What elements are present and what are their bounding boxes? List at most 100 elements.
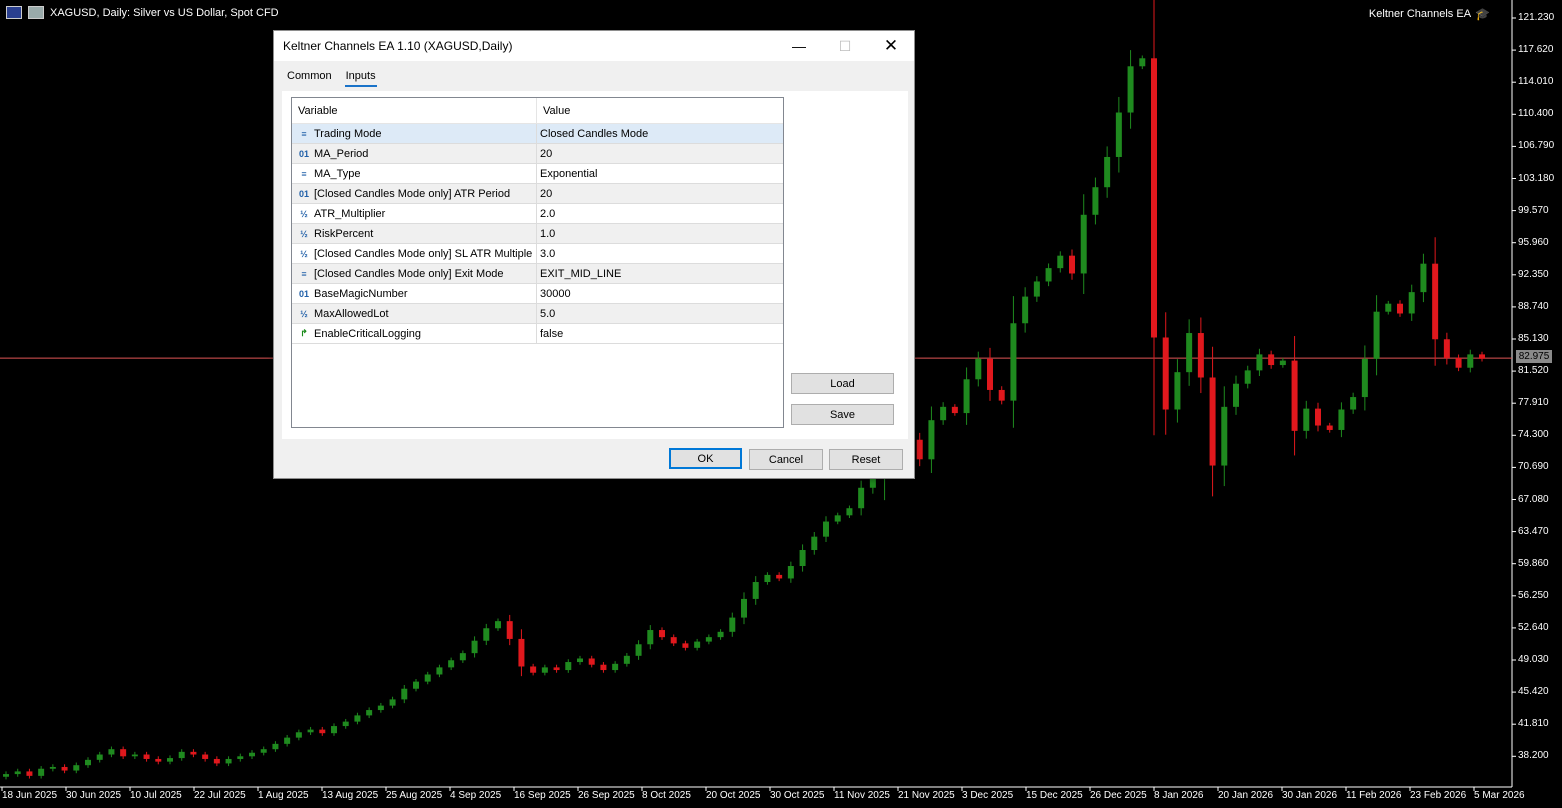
candle-body (717, 631, 724, 638)
param-row[interactable]: ≡ [Closed Candles Mode only] Exit Mode EXI… (292, 263, 783, 284)
candle-body (823, 521, 829, 537)
candle-body (1244, 370, 1251, 384)
param-row[interactable]: ½ [Closed Candles Mode only] SL ATR Multi… (292, 243, 783, 264)
param-value[interactable]: 5.0 (536, 303, 783, 324)
param-row[interactable]: 01 BaseMagicNumber 30000 (292, 283, 783, 304)
param-value[interactable]: Closed Candles Mode (536, 123, 783, 144)
candle-body (14, 771, 21, 775)
price-tick-label: 56.250 (1518, 589, 1549, 601)
candle-body (424, 674, 431, 682)
candle-body (799, 550, 806, 567)
candle-body (1326, 425, 1333, 430)
param-row[interactable]: 01 MA_Period 20 (292, 143, 783, 164)
candle-body (565, 662, 572, 671)
candle-body (1127, 66, 1134, 113)
param-row[interactable]: ½ MaxAllowedLot 5.0 (292, 303, 783, 324)
ok-button[interactable]: OK (669, 448, 742, 469)
integer-icon: 01 (298, 148, 309, 159)
candle-body (1315, 408, 1321, 426)
price-tick-label: 77.910 (1518, 397, 1549, 409)
tab-inputs[interactable]: Inputs (344, 69, 377, 87)
candle-body (1033, 281, 1040, 297)
param-value[interactable]: Exponential (536, 163, 783, 184)
candle-body (377, 705, 384, 711)
candle-body (73, 765, 80, 771)
candle-body (85, 759, 91, 766)
ea-label[interactable]: Keltner Channels EA 🎓 (1369, 7, 1490, 21)
dialog-tabs: Common Inputs (286, 69, 377, 87)
candle-body (389, 699, 396, 706)
symbol-icon (28, 6, 44, 19)
candle-body (38, 768, 45, 776)
dialog-titlebar[interactable]: Keltner Channels EA 1.10 (XAGUSD,Daily) … (274, 31, 914, 61)
candle-body (1197, 333, 1204, 378)
param-value[interactable]: 20 (536, 183, 783, 204)
param-row[interactable]: ≡ Trading Mode Closed Candles Mode (292, 123, 783, 144)
price-tick-label: 49.030 (1518, 654, 1549, 665)
candle-body (26, 771, 33, 776)
candle-body (577, 658, 583, 663)
candle-body (635, 644, 642, 656)
candle-body (1080, 214, 1087, 274)
save-button[interactable]: Save (791, 404, 894, 425)
candle-body (120, 749, 127, 757)
param-value[interactable]: 1.0 (536, 223, 783, 244)
param-row[interactable]: ½ ATR_Multiplier 2.0 (292, 203, 783, 224)
candle-body (998, 389, 1005, 401)
price-tick-label: 67.080 (1518, 493, 1549, 505)
param-row[interactable]: ≡ MA_Type Exponential (292, 163, 783, 184)
candle-body (518, 638, 525, 667)
time-tick-label: 3 Dec 2025 (962, 790, 1014, 801)
price-tick-label: 45.420 (1518, 686, 1549, 698)
candle-body (1385, 303, 1392, 312)
param-value[interactable]: 30000 (536, 283, 783, 304)
column-header-value[interactable]: Value (536, 98, 783, 124)
double-icon: ½ (300, 208, 308, 219)
param-value[interactable]: 3.0 (536, 243, 783, 264)
candle-body (729, 617, 736, 632)
candle-body (647, 630, 654, 645)
candle-body (295, 732, 302, 738)
cancel-button[interactable]: Cancel (749, 449, 823, 470)
candle-body (1045, 268, 1052, 282)
time-tick-label: 22 Jul 2025 (194, 790, 246, 801)
candle-body (1338, 409, 1345, 430)
load-button[interactable]: Load (791, 373, 894, 394)
price-tick-label: 95.960 (1518, 236, 1549, 248)
candle-body (155, 758, 162, 762)
candle-body (1279, 360, 1286, 366)
candle-body (612, 663, 619, 671)
candle-body (459, 653, 466, 661)
reset-button[interactable]: Reset (829, 449, 903, 470)
tab-common[interactable]: Common (287, 70, 332, 82)
param-name: ATR_Multiplier (314, 207, 386, 220)
time-tick-label: 30 Jun 2025 (66, 790, 122, 801)
inputs-grid[interactable]: Variable Value ≡ Trading Mode Closed Candl… (291, 97, 784, 428)
param-row[interactable]: ↱ EnableCriticalLogging false (292, 323, 783, 344)
enum-icon: ≡ (301, 128, 307, 139)
time-tick-label: 8 Oct 2025 (642, 790, 691, 801)
price-tick-label: 81.520 (1518, 365, 1549, 377)
candle-body (448, 660, 455, 668)
price-tick-label: 63.470 (1518, 525, 1549, 537)
candle-body (1115, 112, 1122, 157)
param-row[interactable]: 01 [Closed Candles Mode only] ATR Period 2… (292, 183, 783, 204)
time-tick-label: 21 Nov 2025 (898, 790, 955, 801)
candle-body (846, 508, 853, 516)
minimize-icon[interactable]: — (792, 38, 806, 54)
close-icon[interactable]: ✕ (883, 36, 899, 55)
double-icon: ½ (300, 308, 308, 319)
column-header-variable[interactable]: Variable (292, 98, 537, 124)
param-row[interactable]: ½ RiskPercent 1.0 (292, 223, 783, 244)
candle-body (588, 658, 595, 665)
param-value[interactable]: false (536, 323, 783, 344)
param-value[interactable]: 2.0 (536, 203, 783, 224)
candle-body (752, 582, 759, 599)
param-value[interactable]: 20 (536, 143, 783, 164)
candle-body (741, 598, 747, 618)
param-value[interactable]: EXIT_MID_LINE (536, 263, 783, 284)
param-name: MA_Period (314, 147, 369, 160)
candle-body (1151, 58, 1157, 338)
candle-body (764, 574, 771, 583)
candle-body (623, 655, 630, 664)
